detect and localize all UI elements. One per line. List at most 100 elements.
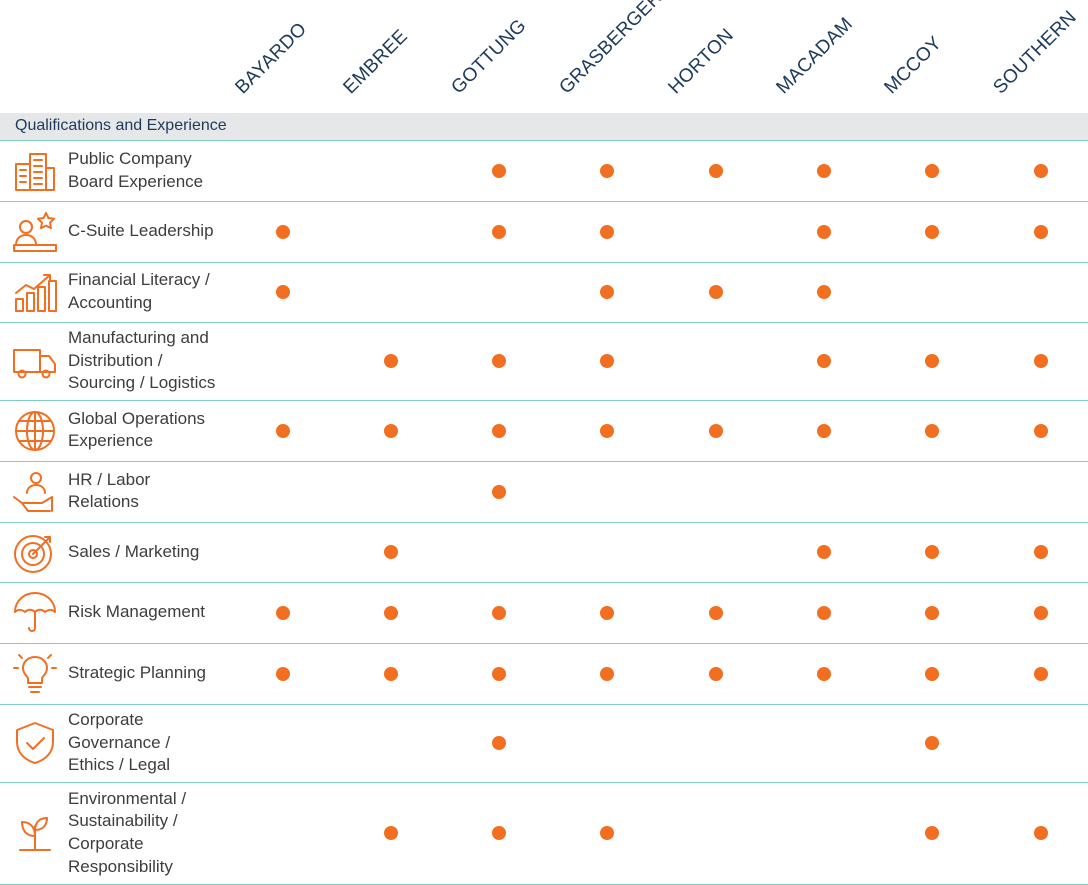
- qualification-dot: [925, 224, 939, 239]
- column-header-label: MACADAM: [772, 13, 857, 99]
- qualification-dot: [1034, 605, 1048, 620]
- qualification-dot: [492, 224, 506, 239]
- plant-icon: [12, 810, 58, 856]
- qualification-dot: [925, 666, 939, 681]
- row-label: Environmental / Sustainability / Corpora…: [68, 788, 187, 876]
- row-label: Global Operations Experience: [68, 408, 206, 451]
- qualification-dot: [384, 826, 398, 840]
- qualification-dot: [1034, 423, 1048, 438]
- qualification-dot: [384, 423, 398, 438]
- qualification-dot: [276, 224, 290, 239]
- truck-icon: [12, 338, 58, 384]
- qualification-dot: [1034, 164, 1048, 178]
- qualification-dot: [1034, 826, 1048, 840]
- table-row: Manufacturing and Distribution / Sourcin…: [0, 322, 1088, 401]
- column-header-gottung: GOTTUNG: [447, 0, 563, 113]
- column-header-label: GOTTUNG: [447, 15, 531, 99]
- qualification-dot: [817, 224, 831, 239]
- qualification-dot: [925, 736, 939, 750]
- qualification-dot: [817, 666, 831, 681]
- table-row: C-Suite Leadership: [0, 201, 1088, 263]
- qualification-dot: [384, 666, 398, 681]
- row-label: Corporate Governance / Ethics / Legal: [68, 710, 171, 775]
- column-header-southern: SOUTHERN: [989, 0, 1088, 113]
- qualification-dot: [1034, 666, 1048, 681]
- qualification-dot: [709, 605, 723, 620]
- row-label: Financial Literacy / Accounting: [68, 270, 210, 312]
- qualification-dot: [492, 423, 506, 438]
- qualification-dot: [276, 285, 290, 299]
- column-header-label: HORTON: [664, 24, 738, 99]
- hand-person-icon: [12, 469, 58, 515]
- qualification-dot: [492, 484, 506, 499]
- table-row: Sales / Marketing: [0, 522, 1088, 583]
- table-row: Strategic Planning: [0, 643, 1088, 705]
- qualification-dot: [817, 545, 831, 559]
- qualification-dot: [384, 605, 398, 620]
- qualification-dot: [600, 666, 614, 681]
- table-row: Financial Literacy / Accounting: [0, 262, 1088, 323]
- row-label: HR / Labor Relations: [68, 469, 151, 512]
- column-header-label: GRASBERGER: [555, 0, 667, 99]
- table-row: Global Operations Experience: [0, 400, 1088, 462]
- qualification-dot: [817, 164, 831, 178]
- qualification-dot: [709, 423, 723, 438]
- qualification-dot: [600, 285, 614, 299]
- table-row: Public Company Board Experience: [0, 141, 1088, 202]
- qualification-dot: [276, 605, 290, 620]
- qualification-dot: [492, 666, 506, 681]
- globe-icon: [12, 408, 58, 454]
- qualification-dot: [1034, 224, 1048, 239]
- column-header-horton: HORTON: [664, 0, 780, 113]
- row-label: Public Company Board Experience: [68, 149, 204, 191]
- column-header-embree: EMBREE: [339, 0, 455, 113]
- buildings-icon: [12, 148, 58, 194]
- qualification-dot: [600, 826, 614, 840]
- qualification-dot: [600, 224, 614, 239]
- qualification-dot: [492, 826, 506, 840]
- column-header-label: MCCOY: [880, 32, 947, 99]
- qualification-dot: [600, 605, 614, 620]
- qualification-dot: [925, 826, 939, 840]
- row-label: C-Suite Leadership: [68, 221, 214, 241]
- qualification-dot: [925, 354, 939, 368]
- qualification-dot: [384, 545, 398, 559]
- qualification-dot: [709, 285, 723, 299]
- shield-check-icon: [12, 720, 58, 766]
- column-header-label: EMBREE: [339, 25, 412, 99]
- target-icon: [12, 529, 58, 575]
- section-title: Qualifications and Experience: [15, 117, 227, 134]
- qualification-dot: [492, 605, 506, 620]
- growth-chart-icon: [12, 269, 58, 315]
- table-row: HR / Labor Relations: [0, 461, 1088, 523]
- leader-star-icon: [12, 209, 58, 255]
- qualification-dot: [1034, 354, 1048, 368]
- qualification-dot: [600, 354, 614, 368]
- qualification-dot: [492, 736, 506, 750]
- qualification-dot: [384, 354, 398, 368]
- qualification-dot: [925, 164, 939, 178]
- qualification-dot: [492, 164, 506, 178]
- column-header-label: SOUTHERN: [989, 6, 1081, 99]
- table-row: Corporate Governance / Ethics / Legal: [0, 704, 1088, 783]
- qualification-dot: [709, 164, 723, 178]
- qualification-dot: [276, 666, 290, 681]
- qualification-dot: [925, 605, 939, 620]
- qualification-dot: [276, 423, 290, 438]
- column-header-bayardo: BAYARDO: [231, 0, 347, 113]
- director-headers: BAYARDO EMBREE GOTTUNG GRASBERGER HORTON MACA…: [0, 0, 1088, 113]
- umbrella-icon: [12, 590, 58, 636]
- row-label: Sales / Marketing: [68, 541, 200, 561]
- qualification-dot: [600, 164, 614, 178]
- row-label: Strategic Planning: [68, 663, 206, 683]
- qualification-dot: [925, 545, 939, 559]
- qualification-dot: [817, 423, 831, 438]
- section-header: Qualifications and Experience: [0, 113, 1088, 141]
- qualification-dot: [709, 666, 723, 681]
- qualification-dot: [817, 354, 831, 368]
- column-header-macadam: MACADAM: [772, 0, 888, 113]
- qualification-dot: [492, 354, 506, 368]
- qualification-dot: [925, 423, 939, 438]
- qualification-dot: [817, 285, 831, 299]
- row-label: Risk Management: [68, 602, 206, 622]
